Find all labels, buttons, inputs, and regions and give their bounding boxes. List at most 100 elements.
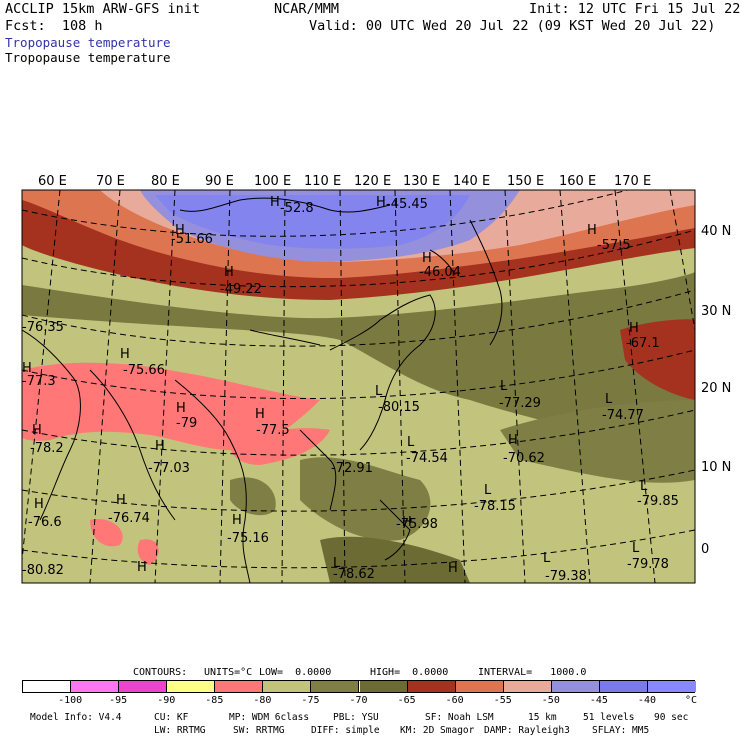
pressure-marker-h: H <box>32 423 42 438</box>
colorbar-swatch <box>503 681 552 692</box>
pressure-marker-l: L <box>484 483 492 498</box>
map-value-label: -77.3 <box>22 374 56 389</box>
cu-scheme: CU: KF <box>154 712 189 723</box>
title-center: NCAR/MMM <box>274 1 340 17</box>
map-value-label: -70.62 <box>503 451 545 466</box>
colorbar-swatch <box>71 681 120 692</box>
lon-label: 100 E <box>254 174 291 189</box>
valid-time: Valid: 00 UTC Wed 20 Jul 22 (09 KST Wed … <box>309 18 716 34</box>
pressure-marker-h: H <box>270 195 280 210</box>
damp-scheme: DAMP: Rayleigh3 <box>484 725 570 736</box>
lon-label: 170 E <box>614 174 651 189</box>
colorbar-swatch <box>455 681 504 692</box>
map-value-label: -74.54 <box>406 451 448 466</box>
longitude-labels: 60 E 70 E 80 E 90 E 100 E 110 E 120 E 13… <box>38 174 651 189</box>
colorbar-swatch <box>647 681 696 692</box>
colorbar-label: -50 <box>541 695 560 706</box>
map-value-label: -79.78 <box>627 557 669 572</box>
pressure-marker-l: L <box>640 479 648 494</box>
colorbar-swatch <box>263 681 312 692</box>
lon-label: 140 E <box>453 174 490 189</box>
pressure-marker-h: H <box>402 515 412 530</box>
map-value-label: -67.1 <box>626 336 660 351</box>
pressure-marker-h: H <box>224 265 234 280</box>
pressure-marker-h: H <box>587 223 597 238</box>
map-value-label: -78.62 <box>333 567 375 582</box>
lon-label: 110 E <box>304 174 341 189</box>
pressure-marker-h: H <box>116 493 126 508</box>
pressure-marker-h: H <box>175 223 185 238</box>
map-value-label: -72.91 <box>331 461 373 476</box>
pressure-marker-h: H <box>629 321 639 336</box>
colorbar-label: -60 <box>445 695 464 706</box>
map-value-label: -74.77 <box>602 408 644 423</box>
sw-scheme: SW: RRTMG <box>233 725 285 736</box>
colorbar-swatch <box>599 681 648 692</box>
pbl-scheme: PBL: YSU <box>333 712 379 723</box>
levels: 51 levels <box>583 712 635 723</box>
colorbar-label: -100 <box>58 695 83 706</box>
pressure-marker-h: H <box>22 361 32 376</box>
lat-label: 0 <box>701 542 709 557</box>
lon-label: 120 E <box>354 174 391 189</box>
pressure-marker-h: H <box>155 439 165 454</box>
lon-label: 90 E <box>205 174 234 189</box>
lon-label: 150 E <box>507 174 544 189</box>
map-value-label: -77.03 <box>148 461 190 476</box>
colorbar-label: -40 <box>637 695 656 706</box>
field-title-primary: Tropopause temperature <box>5 35 171 50</box>
map-value-label: -46.04 <box>419 265 461 280</box>
colorbar-swatch <box>551 681 600 692</box>
map-value-label: -45.45 <box>386 197 428 212</box>
pressure-marker-h: H <box>120 347 130 362</box>
map-value-label: -80.82 <box>22 563 64 578</box>
colorbar-swatch <box>215 681 264 692</box>
colorbar-label: -90 <box>157 695 176 706</box>
pressure-marker-l: L <box>605 392 613 407</box>
contours-label: CONTOURS: <box>133 667 188 678</box>
map-value-label: -57.5 <box>597 238 631 253</box>
pressure-marker-l: L <box>632 541 640 556</box>
mp-scheme: MP: WDM 6class <box>229 712 310 723</box>
map-value-label: -79 <box>176 416 197 431</box>
low-value: LOW= 0.0000 <box>259 667 332 678</box>
map-value-label: -51.66 <box>171 232 213 247</box>
lw-scheme: LW: RRTMG <box>154 725 206 736</box>
colorbar-swatch <box>359 681 408 692</box>
units-label: UNITS=°C <box>204 667 253 678</box>
map-value-label: -77.29 <box>499 396 541 411</box>
lat-label: 20 N <box>701 381 731 396</box>
lon-label: 60 E <box>38 174 67 189</box>
map-value-label: -78.2 <box>30 441 64 456</box>
colorbar-label: -95 <box>109 695 128 706</box>
map-value-label: -76.35 <box>22 320 64 335</box>
pressure-marker-h: H <box>176 401 186 416</box>
colorbar-swatch <box>311 681 360 692</box>
field-title-secondary: Tropopause temperature <box>5 50 171 65</box>
map-value-label: -79.85 <box>637 494 679 509</box>
pressure-marker-h: H <box>137 560 147 575</box>
lon-label: 80 E <box>151 174 180 189</box>
map-value-label: -77.5 <box>256 423 290 438</box>
colorbar-label: -45 <box>589 695 608 706</box>
resolution: 15 km <box>528 712 557 723</box>
colorbar-label: -70 <box>349 695 368 706</box>
pressure-marker-h: H <box>448 561 458 576</box>
colorbar <box>22 680 696 693</box>
pressure-marker-l: L <box>500 379 508 394</box>
pressure-marker-h: H <box>508 433 518 448</box>
colorbar-swatch <box>23 681 72 692</box>
map-value-label: -75.66 <box>123 363 165 378</box>
pressure-marker-h: H <box>34 497 44 512</box>
model-info: Model Info: V4.4 <box>30 712 122 723</box>
lon-label: 130 E <box>403 174 440 189</box>
pressure-marker-h: H <box>376 195 386 210</box>
pressure-marker-l: L <box>543 551 551 566</box>
lon-label: 70 E <box>96 174 125 189</box>
map-value-label: -75.98 <box>396 517 438 532</box>
colorbar-label: -65 <box>397 695 416 706</box>
sf-scheme: SF: Noah LSM <box>425 712 494 723</box>
lat-label: 30 N <box>701 304 731 319</box>
colorbar-swatch <box>167 681 216 692</box>
colorbar-swatch <box>407 681 456 692</box>
